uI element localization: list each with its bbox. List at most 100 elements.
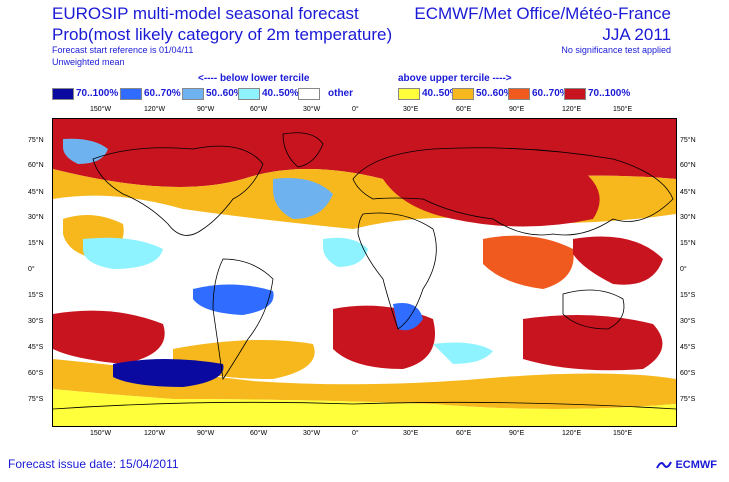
coastline <box>92 145 264 236</box>
ecmwf-logo: ECMWF <box>656 459 717 471</box>
legend-label: 60..70% <box>532 88 569 99</box>
legend-swatch <box>298 88 320 100</box>
coastline <box>357 212 437 330</box>
legend-label: 70..100% <box>588 88 631 99</box>
lon-tick-label: 30°E <box>403 430 419 437</box>
significance-note: No significance test applied <box>561 45 671 55</box>
coastline <box>53 401 676 410</box>
probability-region <box>193 284 274 315</box>
issue-date: Forecast issue date: 15/04/2011 <box>8 457 179 471</box>
probability-region <box>393 303 423 331</box>
probability-region <box>323 237 368 267</box>
coastline <box>562 289 625 330</box>
lat-tick-label: 15°N <box>28 240 44 247</box>
legend-label: 40..50% <box>422 88 459 99</box>
legend-swatch <box>238 88 260 100</box>
legend-swatch <box>120 88 142 100</box>
legend-swatch <box>452 88 474 100</box>
probability-region <box>433 342 493 364</box>
lat-tick-label: 75°S <box>680 396 696 403</box>
probability-region <box>113 359 224 387</box>
lon-tick-label: 90°E <box>509 430 525 437</box>
lon-tick-label: 0° <box>352 106 359 113</box>
lat-tick-label: 45°N <box>28 189 44 196</box>
probability-region <box>53 310 165 364</box>
coastline <box>352 147 674 236</box>
lon-tick-label: 120°E <box>562 106 582 113</box>
probability-region <box>83 237 163 269</box>
lon-tick-label: 150°E <box>613 106 633 113</box>
legend-label: 60..70% <box>144 88 181 99</box>
season-title: JJA 2011 <box>602 25 671 44</box>
lon-tick-label: 120°W <box>144 106 166 113</box>
lon-tick-label: 0° <box>352 430 359 437</box>
lon-tick-label: 60°W <box>250 430 268 437</box>
title-line-2: Prob(most likely category of 2m temperat… <box>52 25 393 44</box>
lon-tick-label: 60°W <box>250 106 268 113</box>
lon-tick-label: 150°W <box>90 430 112 437</box>
title-line-1: EUROSIP multi-model seasonal forecast <box>52 4 359 23</box>
lon-tick-label: 120°W <box>144 430 166 437</box>
probability-region <box>383 155 600 227</box>
lon-tick-label: 30°W <box>303 430 321 437</box>
below-tercile-label: <---- below lower tercile <box>198 73 310 84</box>
probability-region <box>523 315 663 371</box>
above-tercile-label: above upper tercile ----> <box>398 73 512 84</box>
lat-tick-label: 30°N <box>28 214 44 221</box>
legend-label: 40..50% <box>262 88 299 99</box>
probability-region <box>573 236 663 285</box>
lon-tick-label: 30°W <box>303 106 321 113</box>
lat-tick-label: 45°S <box>28 344 44 351</box>
map-frame <box>52 118 677 427</box>
lat-tick-label: 15°N <box>680 240 696 247</box>
lat-tick-label: 45°N <box>680 189 696 196</box>
lat-tick-label: 30°S <box>28 318 44 325</box>
legend-swatch <box>508 88 530 100</box>
provider-title: ECMWF/Met Office/Météo-France <box>414 4 671 23</box>
lon-tick-label: 150°E <box>613 430 633 437</box>
logo-text: ECMWF <box>675 459 717 471</box>
legend-label: 50..60% <box>206 88 243 99</box>
lat-tick-label: 75°N <box>680 137 696 144</box>
start-reference: Forecast start reference is 01/04/11 <box>52 45 194 55</box>
coastlines <box>53 132 676 410</box>
mean-type: Unweighted mean <box>52 57 125 67</box>
legend-label: other <box>328 88 353 99</box>
lat-tick-label: 45°S <box>680 344 696 351</box>
lat-tick-label: 30°N <box>680 214 696 221</box>
lat-tick-label: 60°N <box>680 162 696 169</box>
forecast-map <box>53 119 676 426</box>
probability-field <box>53 119 676 426</box>
lat-tick-label: 15°S <box>28 292 44 299</box>
lon-tick-label: 150°W <box>90 106 112 113</box>
lat-tick-label: 60°S <box>680 370 696 377</box>
probability-region <box>53 359 676 409</box>
lat-tick-label: 0° <box>680 266 687 273</box>
lat-tick-label: 0° <box>28 266 35 273</box>
lat-tick-label: 75°S <box>28 396 44 403</box>
ecmwf-logo-icon <box>656 461 673 469</box>
coastline <box>212 258 274 381</box>
lat-tick-label: 15°S <box>680 292 696 299</box>
probability-region <box>483 235 574 289</box>
legend-swatch <box>564 88 586 100</box>
probability-region <box>273 178 333 219</box>
probability-region <box>53 389 676 426</box>
coastline <box>282 132 324 168</box>
lon-tick-label: 30°E <box>403 106 419 113</box>
lon-tick-label: 120°E <box>562 430 582 437</box>
lat-tick-label: 60°N <box>28 162 44 169</box>
legend-swatch <box>52 88 74 100</box>
lon-tick-label: 90°W <box>197 106 215 113</box>
lat-tick-label: 75°N <box>28 137 44 144</box>
lon-tick-label: 90°E <box>509 106 525 113</box>
legend-swatch <box>398 88 420 100</box>
lat-tick-label: 60°S <box>28 370 44 377</box>
lon-tick-label: 60°E <box>456 430 472 437</box>
lat-tick-label: 30°S <box>680 318 696 325</box>
lon-tick-label: 90°W <box>197 430 215 437</box>
lon-tick-label: 60°E <box>456 106 472 113</box>
legend-label: 70..100% <box>76 88 119 99</box>
legend-label: 50..60% <box>476 88 513 99</box>
legend-swatch <box>182 88 204 100</box>
